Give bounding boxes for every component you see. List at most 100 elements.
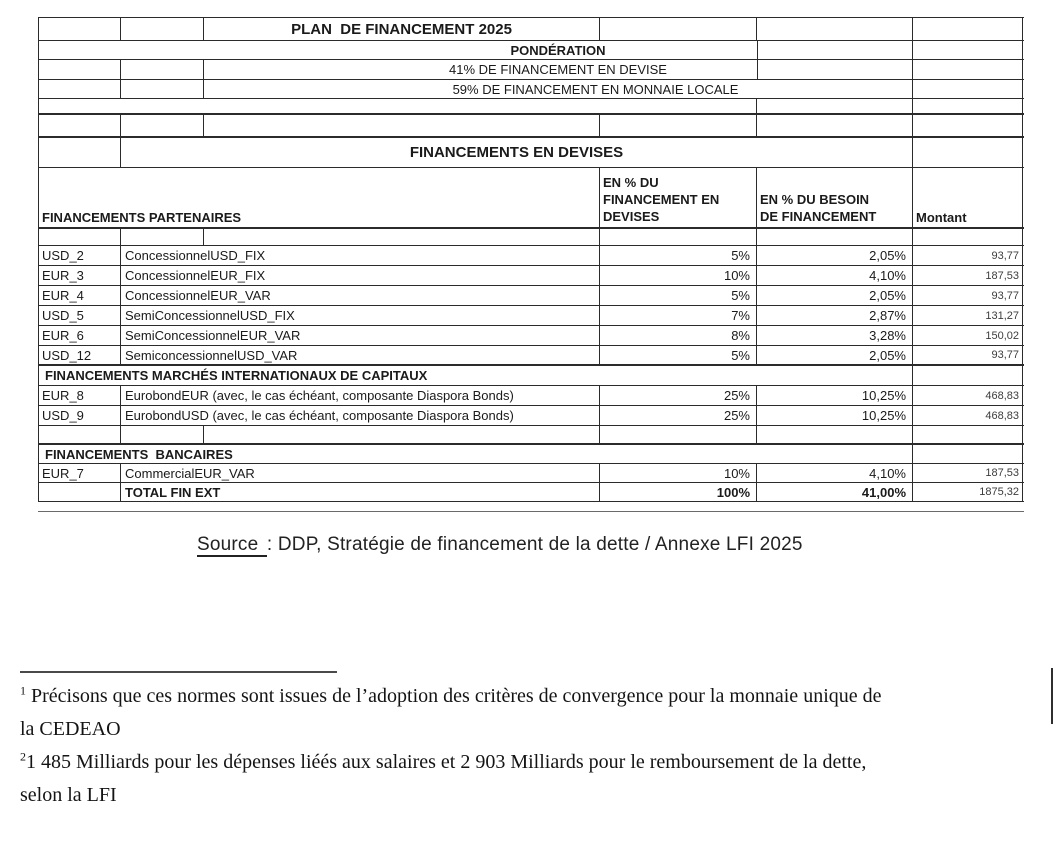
page-edge-mark — [1051, 668, 1053, 724]
source-caption: Source : DDP, Stratégie de financement d… — [197, 534, 803, 557]
weight-locale-text: 59% DE FINANCEMENT EN MONNAIE LOCALE — [204, 80, 913, 98]
footnote-text: la CEDEAO — [20, 718, 121, 740]
title-row: PLAN DE FINANCEMENT 2025 — [39, 18, 1024, 41]
footnote-separator — [20, 671, 337, 673]
row-code: USD_5 — [39, 306, 121, 325]
row-code: EUR_8 — [39, 386, 121, 405]
row-name: EurobondUSD (avec, le cas échéant, compo… — [121, 406, 600, 425]
empty-cell — [39, 229, 121, 245]
row-name: SemiConcessionnelUSD_FIX — [121, 306, 600, 325]
row-montant: 93,77 — [913, 346, 1023, 364]
table-title: PLAN DE FINANCEMENT 2025 — [204, 18, 600, 40]
empty-cell — [757, 426, 913, 443]
row-montant: 187,53 — [913, 266, 1023, 285]
col-header-partenaires: FINANCEMENTS PARTENAIRES — [39, 168, 600, 227]
row-name: CommercialEUR_VAR — [121, 464, 600, 482]
empty-cell — [757, 229, 913, 245]
empty-cell — [913, 41, 1023, 59]
empty-cell — [913, 60, 1023, 79]
empty-cell — [600, 229, 757, 245]
table-row: USD_2 ConcessionnelUSD_FIX 5% 2,05% 93,7… — [39, 246, 1024, 266]
empty-cell — [204, 115, 600, 136]
row-pct-devises: 25% — [600, 386, 757, 405]
section-marches-title: FINANCEMENTS MARCHÉS INTERNATIONAUX DE C… — [39, 366, 913, 385]
empty-cell — [39, 426, 121, 443]
row-name: EurobondEUR (avec, le cas échéant, compo… — [121, 386, 600, 405]
row-montant: 93,77 — [913, 286, 1023, 305]
grid-line — [757, 40, 758, 79]
row-pct-besoin: 10,25% — [757, 406, 913, 425]
row-montant: 93,77 — [913, 246, 1023, 265]
empty-cell — [121, 80, 204, 98]
section-bancaires-row: FINANCEMENTS BANCAIRES — [39, 445, 1024, 464]
row-pct-besoin: 2,87% — [757, 306, 913, 325]
footnote-1: 1 Précisons que ces normes sont issues d… — [20, 680, 1052, 746]
row-montant: 468,83 — [913, 406, 1023, 425]
total-montant: 1875,32 — [913, 483, 1023, 501]
empty-cell — [913, 115, 1023, 136]
empty-cell — [204, 426, 600, 443]
empty-cell — [39, 60, 121, 79]
empty-cell — [121, 18, 204, 40]
spacer-row — [39, 426, 1024, 445]
row-montant: 187,53 — [913, 464, 1023, 482]
total-pct-devises: 100% — [600, 483, 757, 501]
empty-cell — [204, 229, 600, 245]
footnotes: 1 Précisons que ces normes sont issues d… — [20, 680, 1052, 812]
empty-cell — [757, 99, 913, 113]
row-pct-devises: 7% — [600, 306, 757, 325]
col-header-montant: Montant — [913, 168, 1023, 227]
row-name: SemiConcessionnelEUR_VAR — [121, 326, 600, 345]
row-code: EUR_6 — [39, 326, 121, 345]
row-name: ConcessionnelUSD_FIX — [121, 246, 600, 265]
empty-cell — [913, 138, 1023, 167]
row-pct-devises: 10% — [600, 464, 757, 482]
spacer-row — [39, 115, 1024, 138]
empty-cell — [913, 366, 1023, 385]
row-pct-besoin: 3,28% — [757, 326, 913, 345]
ponderation-label: PONDÉRATION — [39, 41, 913, 59]
row-name: ConcessionnelEUR_FIX — [121, 266, 600, 285]
empty-cell — [121, 60, 204, 79]
row-pct-devises: 5% — [600, 286, 757, 305]
table-row: EUR_4 ConcessionnelEUR_VAR 5% 2,05% 93,7… — [39, 286, 1024, 306]
row-montant: 468,83 — [913, 386, 1023, 405]
footnote-2: 21 485 Milliards pour les dépenses liéés… — [20, 746, 1052, 812]
section-marches-row: FINANCEMENTS MARCHÉS INTERNATIONAUX DE C… — [39, 366, 1024, 386]
financing-table: PLAN DE FINANCEMENT 2025 PONDÉRATION 41%… — [38, 17, 1024, 502]
total-row: TOTAL FIN EXT 100% 41,00% 1875,32 — [39, 483, 1024, 502]
ponderation-row: PONDÉRATION — [39, 41, 1024, 60]
row-pct-devises: 8% — [600, 326, 757, 345]
row-pct-besoin: 4,10% — [757, 266, 913, 285]
row-pct-besoin: 10,25% — [757, 386, 913, 405]
table-row: USD_9 EurobondUSD (avec, le cas échéant,… — [39, 406, 1024, 426]
spacer-row — [39, 99, 1024, 115]
row-code: EUR_4 — [39, 286, 121, 305]
empty-cell — [121, 426, 204, 443]
empty-cell — [757, 115, 913, 136]
empty-cell — [600, 115, 757, 136]
column-header-row: FINANCEMENTS PARTENAIRES EN % DU FINANCE… — [39, 168, 1024, 229]
row-name: SemiconcessionnelUSD_VAR — [121, 346, 600, 364]
empty-cell — [913, 99, 1023, 113]
empty-cell — [913, 445, 1023, 463]
empty-cell — [600, 426, 757, 443]
spacer-row — [39, 229, 1024, 246]
table-row: EUR_7 CommercialEUR_VAR 10% 4,10% 187,53 — [39, 464, 1024, 483]
total-pct-besoin: 41,00% — [757, 483, 913, 501]
section-devises-row: FINANCEMENTS EN DEVISES — [39, 138, 1024, 168]
table-row: EUR_6 SemiConcessionnelEUR_VAR 8% 3,28% … — [39, 326, 1024, 346]
row-montant: 131,27 — [913, 306, 1023, 325]
row-code: USD_12 — [39, 346, 121, 364]
table-row: USD_12 SemiconcessionnelUSD_VAR 5% 2,05%… — [39, 346, 1024, 366]
footnote-marker: 2 — [20, 749, 26, 764]
weight-devise-text: 41% DE FINANCEMENT EN DEVISE — [204, 60, 913, 79]
empty-cell — [121, 229, 204, 245]
footnote-marker: 1 — [20, 683, 26, 698]
empty-cell — [913, 426, 1023, 443]
empty-cell — [39, 483, 121, 501]
table-row: EUR_8 EurobondEUR (avec, le cas échéant,… — [39, 386, 1024, 406]
total-label: TOTAL FIN EXT — [121, 483, 600, 501]
empty-cell — [757, 18, 913, 40]
